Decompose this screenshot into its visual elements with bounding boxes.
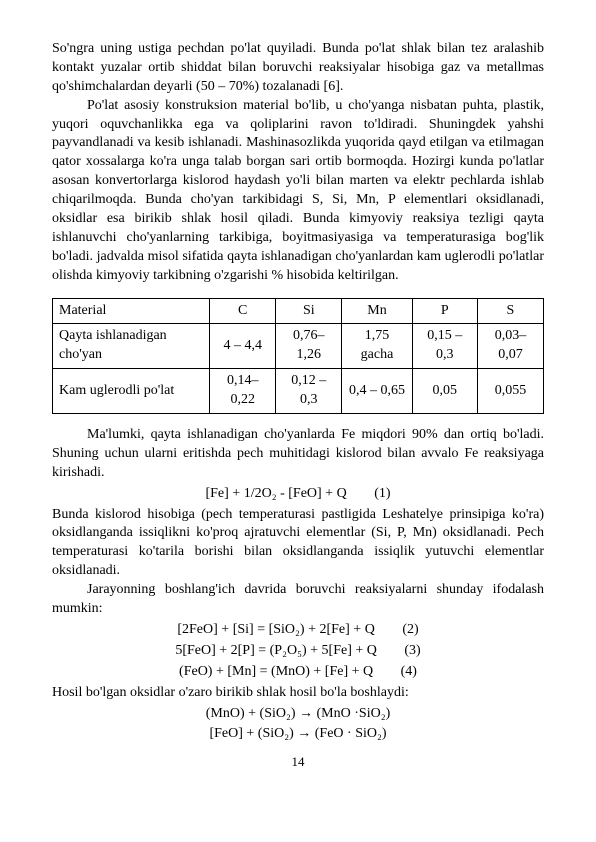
equation-body: (MnO) + (SiO₂) → (MnO ·SiO₂) (206, 705, 390, 724)
col-material: Material (53, 298, 210, 324)
col-si: Si (276, 298, 342, 324)
col-s: S (477, 298, 543, 324)
col-p: P (412, 298, 477, 324)
cell-si: 0,12 – 0,3 (276, 369, 342, 414)
paragraph-4: Bunda kislorod hisobiga (pech temperatur… (52, 506, 544, 582)
equation-number: (4) (401, 663, 417, 682)
equation-number: (1) (374, 485, 390, 504)
equation-2: [2FeO] + [Si] = [SiO₂) + 2[Fe] + Q (2) (52, 621, 544, 640)
equation-3: 5[FeO] + 2[P] = (P₂O₅) + 5[Fe] + Q (3) (52, 642, 544, 661)
table-row: Kam uglerodli po'lat 0,14–0,22 0,12 – 0,… (53, 369, 544, 414)
col-mn: Mn (342, 298, 412, 324)
cell-p: 0,05 (412, 369, 477, 414)
paragraph-2: Po'lat asosiy konstruksion material bo'l… (52, 97, 544, 286)
col-c: C (210, 298, 276, 324)
cell-c: 0,14–0,22 (210, 369, 276, 414)
cell-mn: 0,4 – 0,65 (342, 369, 412, 414)
paragraph-1: So'ngra uning ustiga pechdan po'lat quyi… (52, 40, 544, 97)
equation-6: [FeO] + (SiO₂) → (FeO · SiO₂) (52, 725, 544, 744)
cell-p: 0,15 – 0,3 (412, 324, 477, 369)
cell-s: 0,055 (477, 369, 543, 414)
cell-material: Qayta ishlanadigan cho'yan (53, 324, 210, 369)
equation-body: 5[FeO] + 2[P] = (P₂O₅) + 5[Fe] + Q (175, 643, 377, 658)
equation-body: [2FeO] + [Si] = [SiO₂) + 2[Fe] + Q (177, 622, 374, 637)
cell-material: Kam uglerodli po'lat (53, 369, 210, 414)
equation-body: (FeO) + [Mn] = (MnO) + [Fe] + Q (179, 664, 373, 679)
equation-number: (2) (402, 621, 418, 640)
page-number: 14 (52, 754, 544, 770)
paragraph-3: Ma'lumki, qayta ishlanadigan cho'yanlard… (52, 426, 544, 483)
cell-mn: 1,75 gacha (342, 324, 412, 369)
cell-c: 4 – 4,4 (210, 324, 276, 369)
equation-body: [FeO] + (SiO₂) → (FeO · SiO₂) (209, 725, 386, 744)
equation-number: (3) (404, 642, 420, 661)
table-row: Qayta ishlanadigan cho'yan 4 – 4,4 0,76–… (53, 324, 544, 369)
equation-1: [Fe] + 1/2O₂ - [FeO] + Q (1) (52, 485, 544, 504)
equation-body: [Fe] + 1/2O₂ - [FeO] + Q (205, 486, 346, 501)
table-header-row: Material C Si Mn P S (53, 298, 544, 324)
equation-5: (MnO) + (SiO₂) → (MnO ·SiO₂) (52, 705, 544, 724)
cell-si: 0,76–1,26 (276, 324, 342, 369)
composition-table: Material C Si Mn P S Qayta ishlanadigan … (52, 298, 544, 414)
cell-s: 0,03–0,07 (477, 324, 543, 369)
equation-4: (FeO) + [Mn] = (MnO) + [Fe] + Q (4) (52, 663, 544, 682)
paragraph-5: Jarayonning boshlang'ich davrida boruvch… (52, 581, 544, 619)
paragraph-6: Hosil bo'lgan oksidlar o'zaro birikib sh… (52, 684, 544, 703)
